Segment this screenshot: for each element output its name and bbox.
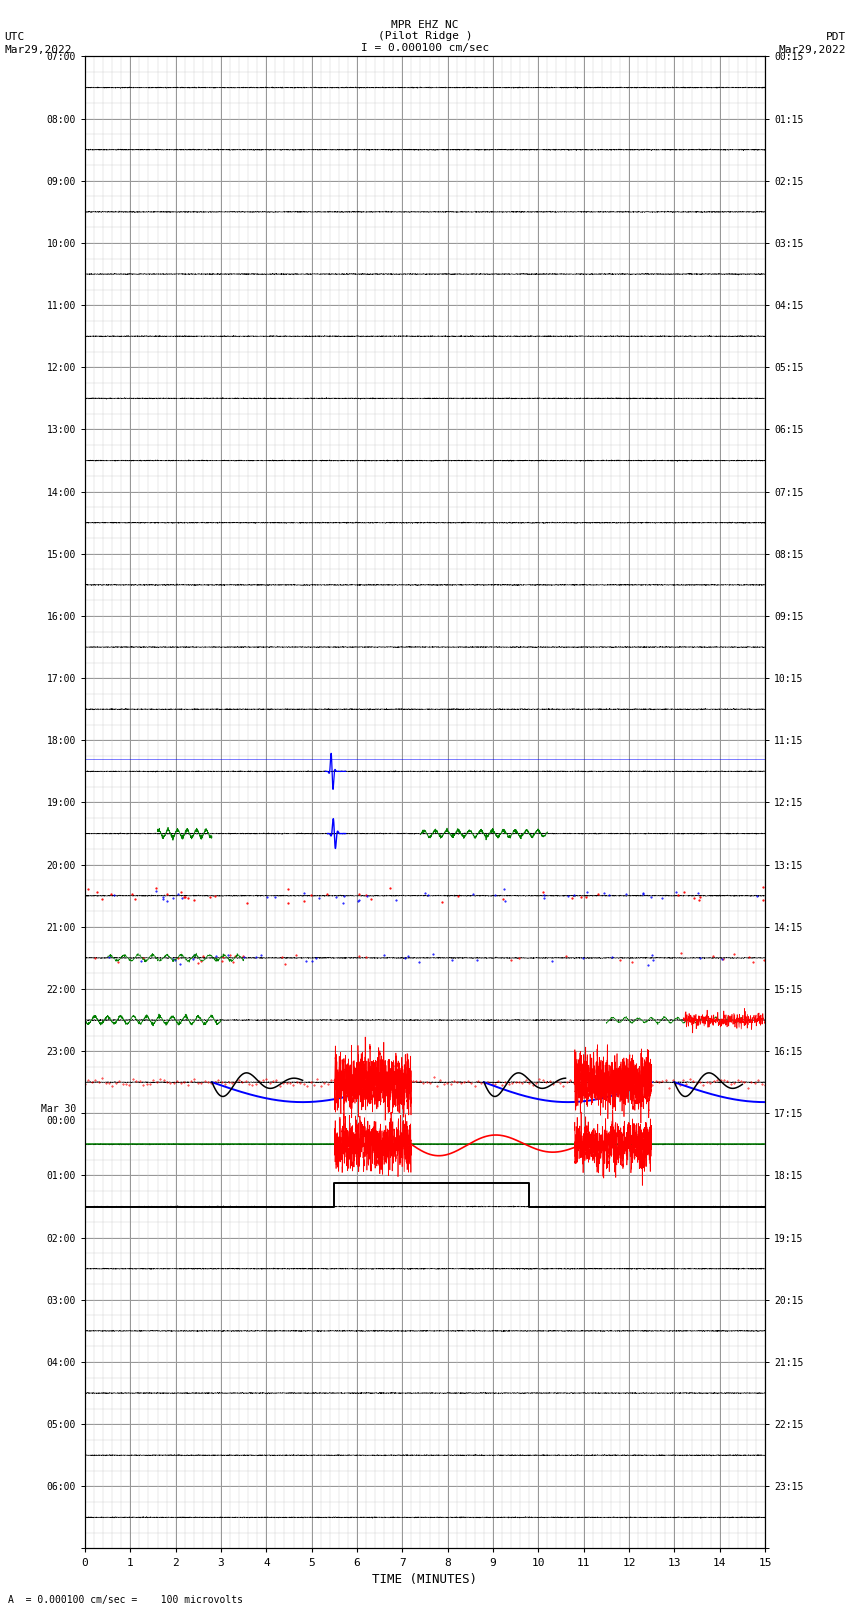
Title: MPR EHZ NC
(Pilot Ridge )
I = 0.000100 cm/sec: MPR EHZ NC (Pilot Ridge ) I = 0.000100 c… (361, 19, 489, 53)
Text: UTC: UTC (4, 32, 25, 42)
Text: Mar29,2022: Mar29,2022 (4, 45, 71, 55)
Text: Mar29,2022: Mar29,2022 (779, 45, 846, 55)
Text: A  = 0.000100 cm/sec =    100 microvolts: A = 0.000100 cm/sec = 100 microvolts (8, 1595, 243, 1605)
X-axis label: TIME (MINUTES): TIME (MINUTES) (372, 1573, 478, 1586)
Text: PDT: PDT (825, 32, 846, 42)
